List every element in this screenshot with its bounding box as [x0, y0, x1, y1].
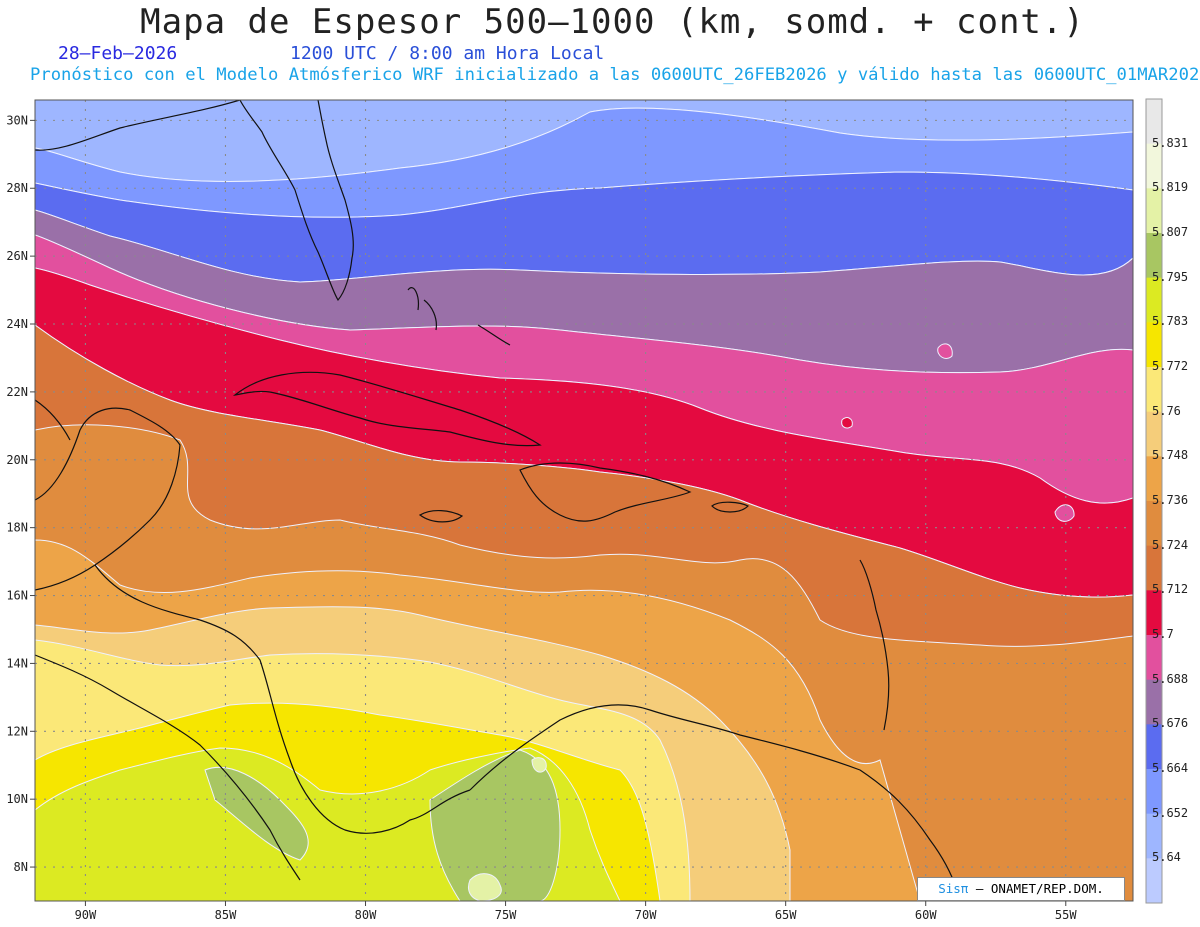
colorbar-segment [1146, 456, 1162, 502]
axis-ticks [30, 119, 1067, 906]
colorbar-label: 5.712 [1152, 582, 1189, 597]
jamaica-coast [418, 510, 464, 523]
latitude-labels: 30N 28N 26N 24N 22N 20N 18N 16N 14N 12N 10N 8N [6, 113, 28, 874]
lat-label: 28N [6, 181, 28, 195]
lat-label: 20N [6, 453, 28, 467]
credit-box: Sisπ – ONAMET/REP.DOM. [917, 877, 1125, 901]
colorbar-label: 5.64 [1152, 850, 1181, 865]
forecast-date: 28–Feb–2026 [58, 43, 178, 64]
lat-label: 26N [6, 249, 28, 263]
lesser-antilles [859, 559, 890, 731]
south-america-coast [469, 704, 961, 901]
lat-label: 22N [6, 385, 28, 399]
cuba-coast [232, 371, 542, 447]
colorbar-frame [1145, 98, 1163, 904]
band-5700-islet [937, 343, 953, 359]
lat-label: 30N [6, 113, 28, 127]
colorbar-label: 5.772 [1152, 359, 1189, 373]
colorbar-label: 5.724 [1152, 537, 1189, 552]
lat-label: 14N [6, 656, 28, 670]
central-america-coast [94, 564, 471, 834]
colorbar-segment [1146, 322, 1162, 368]
lat-label: 10N [6, 792, 28, 806]
colorbar-segment [1146, 367, 1162, 413]
puerto-rico-coast [711, 501, 750, 513]
band-5807 [204, 749, 561, 901]
graticule [35, 100, 1133, 901]
map-title: Mapa de Espesor 500–1000 (km, somd. + co… [140, 2, 1085, 42]
colorbar-segment [1146, 545, 1162, 591]
lon-label: 85W [215, 908, 237, 922]
colorbar-segment [1146, 635, 1162, 681]
lon-label: 55W [1055, 908, 1077, 922]
lat-label: 24N [6, 317, 28, 331]
lon-label: 90W [75, 908, 97, 922]
gulf-coast-north [35, 100, 241, 151]
colorbar-segment [1146, 188, 1162, 234]
lon-label: 60W [915, 908, 937, 922]
mexico-gulf-coast [35, 399, 71, 441]
colorbar-segment [1146, 411, 1162, 457]
lon-label: 65W [775, 908, 797, 922]
colorbar-label: 5.748 [1152, 448, 1189, 463]
colorbar-segment [1146, 143, 1162, 189]
central-america-pacific [35, 654, 301, 881]
band-5819 [467, 757, 547, 901]
lon-label: 80W [355, 908, 377, 922]
colorbar-segment [1146, 590, 1162, 636]
band-5712-islet [841, 417, 853, 429]
forecast-description: Pronóstico con el Modelo Atmósferico WRF… [30, 65, 1200, 85]
colorbar-label: 5.807 [1152, 225, 1189, 239]
colorbar-label: 5.783 [1152, 314, 1189, 329]
band-5700-islet-2 [1054, 504, 1075, 522]
colorbar-segment [1146, 724, 1162, 770]
colorbar-label: 5.664 [1152, 761, 1189, 775]
valid-time: 1200 UTC / 8:00 am Hora Local [290, 43, 605, 64]
colorbar-label: 5.688 [1152, 671, 1189, 686]
credit-text: – ONAMET/REP.DOM. [975, 881, 1104, 896]
colorbar-segment [1146, 277, 1162, 323]
lat-label: 18N [6, 521, 28, 535]
colorbar-label: 5.819 [1152, 180, 1189, 195]
colorbar [1145, 98, 1163, 904]
colorbar-label: 5.7 [1152, 627, 1174, 641]
colorbar-segment [1146, 679, 1162, 725]
lat-label: 8N [14, 860, 28, 874]
colorbar-segment [1146, 99, 1162, 145]
sispi-logo: Sisπ [938, 881, 969, 896]
hispaniola-coast [519, 462, 692, 522]
colorbar-segment [1146, 813, 1162, 859]
colorbar-segment [1146, 501, 1162, 547]
colorbar-label: 5.652 [1152, 805, 1189, 820]
bahamas-coast [407, 287, 511, 346]
colorbar-label: 5.76 [1152, 403, 1181, 418]
lon-label: 75W [495, 908, 517, 922]
colorbar-label: 5.736 [1152, 493, 1189, 507]
colorbar-label: 5.831 [1152, 135, 1189, 150]
longitude-labels: 90W 85W 80W 75W 70W 65W 60W 55W [75, 908, 1078, 922]
lon-label: 70W [635, 908, 657, 922]
colorbar-segment [1146, 233, 1162, 279]
plot-frame [34, 99, 1134, 902]
colorbar-segment [1146, 769, 1162, 815]
lat-label: 12N [6, 724, 28, 738]
coastlines [35, 100, 961, 901]
colorbar-label: 5.795 [1152, 269, 1189, 284]
florida-coast [239, 100, 354, 302]
lat-label: 16N [6, 589, 28, 603]
colorbar-segment [1146, 858, 1162, 904]
colorbar-label: 5.676 [1152, 716, 1189, 731]
thickness-contour-fill [35, 100, 1133, 901]
